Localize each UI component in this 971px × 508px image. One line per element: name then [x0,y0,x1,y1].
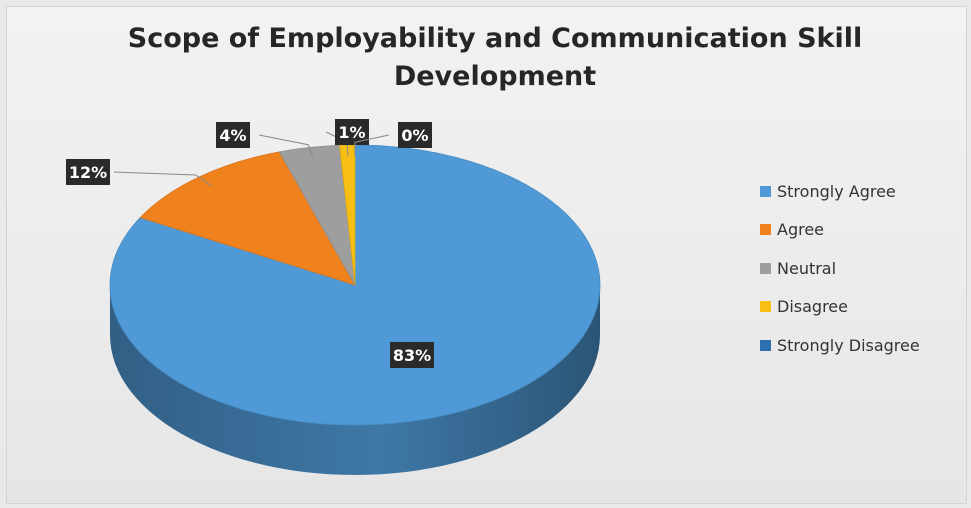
chart-title-line-1: Scope of Employability and Communication… [127,23,863,54]
data-label-box-strongly-agree [390,342,434,368]
legend-item-agree: Agree [760,211,920,250]
legend-swatch-strongly-agree [760,185,771,197]
chart-title-line-2: Development [393,61,597,92]
data-label-box-agree [66,159,110,185]
chart-legend: Strongly Agree Agree Neutral Disagree St… [760,172,920,365]
leader-line-strongly-disagree [354,134,390,157]
legend-label-strongly-disagree: Strongly Disagree [777,335,920,355]
data-label-disagree: 1% [338,123,365,142]
legend-label-agree: Agree [777,220,825,240]
legend-swatch-agree [760,224,771,236]
legend-label-neutral: Neutral [777,258,837,278]
pie-side-strongly-agree [110,285,600,475]
chart-title: Scope of Employability and Communication… [0,20,971,96]
legend-item-strongly-agree: Strongly Agree [760,172,920,211]
legend-swatch-neutral [760,262,771,274]
data-label-strongly-disagree: 0% [401,126,428,145]
legend-label-disagree: Disagree [777,297,848,317]
legend-swatch-disagree [760,301,771,313]
pie-top-faces [109,144,601,426]
data-label-agree: 12% [69,163,107,182]
data-label-neutral: 4% [219,126,246,145]
pie-data-labels: 83% 12% 4% 1% 0% [66,119,434,368]
legend-item-strongly-disagree: Strongly Disagree [760,326,920,365]
legend-item-disagree: Disagree [760,288,920,327]
data-label-box-strongly-disagree [398,122,432,148]
pie-side-walls [110,285,600,475]
leader-line-neutral [258,134,314,159]
leader-line-agree [113,171,212,187]
legend-swatch-strongly-disagree [760,339,771,351]
legend-label-strongly-agree: Strongly Agree [777,181,896,201]
legend-item-neutral: Neutral [760,249,920,288]
data-label-strongly-agree: 83% [393,346,431,365]
data-label-box-neutral [216,122,250,148]
